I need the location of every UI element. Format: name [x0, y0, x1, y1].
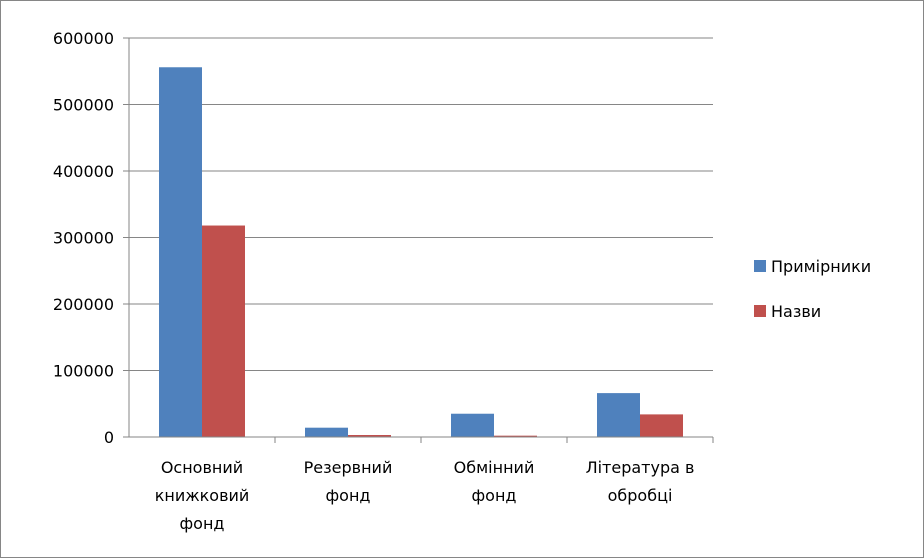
bar-series-2 [494, 435, 537, 437]
bar-series-1 [597, 393, 640, 437]
y-tick-label: 0 [104, 428, 114, 447]
bar-series-2 [202, 225, 245, 437]
y-tick-label: 200000 [53, 295, 114, 314]
bar-series-1 [451, 413, 494, 437]
bar-series-2 [348, 435, 391, 437]
bar-series-1 [305, 427, 348, 437]
legend-swatch [754, 305, 766, 317]
y-tick-label: 400000 [53, 162, 114, 181]
y-tick-labels: 0 100000 200000 300000 400000 500000 600000 [53, 29, 114, 447]
y-tick-label: 600000 [53, 29, 114, 48]
x-category-labels: Основний книжковий фонд Резервний фонд Обмінн… [155, 458, 695, 533]
bar-series-1 [159, 67, 202, 437]
legend: Примірники Назви [754, 257, 871, 321]
legend-label: Примірники [771, 257, 871, 276]
y-tick-label: 100000 [53, 362, 114, 381]
y-tick-label: 500000 [53, 96, 114, 115]
bars [159, 67, 683, 437]
bar-series-2 [640, 414, 683, 437]
x-category-label: Обмінний фонд [454, 458, 535, 505]
axes [123, 37, 714, 443]
x-category-label: Література в обробці [586, 458, 695, 505]
y-tick-label: 300000 [53, 229, 114, 248]
legend-label: Назви [771, 302, 821, 321]
x-category-label: Резервний фонд [304, 458, 393, 505]
legend-swatch [754, 260, 766, 272]
x-category-label: Основний книжковий фонд [155, 458, 250, 533]
